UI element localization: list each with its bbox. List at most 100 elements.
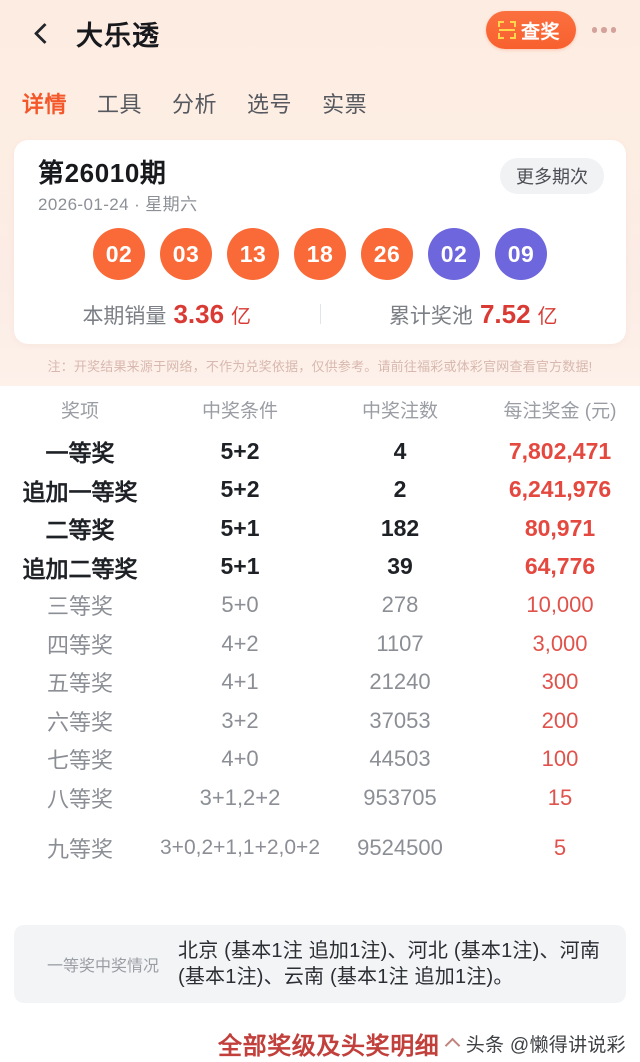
winners-text: 北京 (基本1注 追加1注)、河北 (基本1注)、河南 (基本1注)、云南 (基… (178, 939, 601, 988)
ball-red-2: 03 (160, 228, 212, 280)
cell-prize: 五等奖 (46, 671, 113, 697)
cell-amount: 5 (553, 835, 567, 860)
cell-cond: 5+2 (220, 437, 260, 464)
cell-count: 182 (380, 514, 420, 541)
winning-numbers: 02 03 13 18 26 02 09 (14, 228, 626, 280)
draw-stats: 本期销量 3.36 亿 累计奖池 7.52 亿 (14, 292, 626, 336)
cell-cond: 3+0,2+1,1+2,0+2 (160, 836, 320, 860)
cell-cond: 4+2 (221, 630, 259, 656)
cell-cond: 3+1,2+2 (199, 784, 281, 810)
prize-table-header: 奖项 中奖条件 中奖注数 每注奖金 (元) (0, 386, 640, 432)
cell-amount: 100 (541, 746, 579, 772)
cell-amount: 64,776 (524, 553, 596, 580)
cell-prize: 一等奖 (45, 440, 115, 467)
tab-picker[interactable]: 选号 (247, 92, 293, 117)
cell-cond: 5+2 (220, 476, 260, 503)
all-prize-levels-link[interactable]: 全部奖级及头奖明细 (218, 1026, 461, 1061)
cell-cond: 5+1 (220, 514, 260, 541)
watermark: 头条 @懒得讲说彩 (465, 1035, 626, 1056)
cell-amount: 10,000 (526, 592, 594, 618)
stat-sales-value: 3.36 (173, 298, 225, 329)
cell-count: 4 (393, 437, 407, 464)
cell-count: 2 (393, 476, 407, 503)
draw-result-card: 第26010期 2026-01-24 · 星期六 更多期次 02 03 13 1… (14, 140, 626, 344)
cell-count: 9524500 (357, 835, 443, 860)
cell-count: 278 (381, 592, 419, 618)
period-date: 2026-01-24 · 星期六 (38, 195, 198, 214)
ball-blue-1: 02 (428, 228, 480, 280)
cell-amount: 15 (547, 784, 573, 810)
footer-area: 全部奖级及头奖明细 头条 @懒得讲说彩 (0, 1022, 640, 1062)
stat-pool: 累计奖池 7.52 亿 (321, 299, 627, 330)
prize-table: 奖项 中奖条件 中奖注数 每注奖金 (元) 一等奖 5+2 4 7,802,47… (0, 386, 640, 879)
table-row: 三等奖 5+0 278 10,000 (0, 586, 640, 625)
navigation-bar: 大乐透 查奖 (0, 0, 640, 66)
cell-prize: 九等奖 (46, 837, 113, 862)
top-gradient-area: 大乐透 查奖 详情 工具 分析 选号 实票 第26010期 2026-01-24… (0, 0, 640, 386)
cell-prize: 三等奖 (46, 594, 113, 620)
table-row: 六等奖 3+2 37053 200 (0, 702, 640, 741)
all-prize-levels-label: 全部奖级及头奖明细 (218, 1033, 440, 1060)
cell-prize: 七等奖 (46, 748, 113, 774)
cell-prize: 二等奖 (45, 517, 115, 544)
stat-pool-unit: 亿 (537, 305, 558, 328)
table-row: 九等奖 3+0,2+1,1+2,0+2 9524500 5 (0, 817, 640, 879)
period-title: 第26010期 (38, 158, 167, 188)
tab-detail[interactable]: 详情 (22, 92, 68, 117)
cell-amount: 200 (541, 707, 579, 733)
cell-cond: 4+1 (221, 669, 259, 695)
check-prize-label: 查奖 (520, 21, 560, 43)
tab-tools[interactable]: 工具 (97, 92, 143, 117)
tab-analysis[interactable]: 分析 (172, 92, 218, 117)
first-prize-winners-box: 一等奖中奖情况 北京 (基本1注 追加1注)、河北 (基本1注)、河南 (基本1… (14, 925, 626, 1003)
stat-sales-label: 本期销量 (82, 304, 167, 328)
ball-red-1: 02 (93, 228, 145, 280)
table-row: 四等奖 4+2 1107 3,000 (0, 625, 640, 664)
cell-cond: 3+2 (221, 707, 259, 733)
col-header-count: 中奖注数 (361, 400, 438, 422)
more-periods-button[interactable]: 更多期次 (500, 158, 604, 194)
winners-label: 一等奖中奖情况 (46, 958, 159, 975)
cell-amount: 6,241,976 (508, 476, 612, 503)
stat-sales: 本期销量 3.36 亿 (14, 299, 320, 330)
col-header-prize: 奖项 (60, 400, 99, 422)
disclaimer-note: 注：开奖结果来源于网络，不作为兑奖依据，仅供参考。请前往福彩或体彩官网查看官方数… (47, 359, 593, 374)
cell-prize: 四等奖 (46, 632, 113, 658)
cell-prize: 追加一等奖 (22, 478, 138, 505)
cell-count: 1107 (376, 630, 424, 656)
stat-sales-unit: 亿 (231, 305, 252, 328)
col-header-cond: 中奖条件 (201, 400, 278, 422)
cell-amount: 300 (541, 669, 579, 695)
ball-red-3: 13 (227, 228, 279, 280)
cell-amount: 7,802,471 (508, 437, 612, 464)
ball-red-4: 18 (294, 228, 346, 280)
cell-cond: 4+0 (221, 746, 259, 772)
table-row: 一等奖 5+2 4 7,802,471 (0, 432, 640, 471)
cell-cond: 5+1 (220, 553, 260, 580)
table-row: 八等奖 3+1,2+2 953705 15 (0, 779, 640, 818)
prize-table-body: 一等奖 5+2 4 7,802,471 追加一等奖 5+2 2 6,241,97… (0, 432, 640, 879)
page-title: 大乐透 (76, 20, 160, 51)
cell-prize: 追加二等奖 (22, 555, 138, 582)
col-header-amount: 每注奖金 (元) (503, 400, 617, 422)
cell-prize: 六等奖 (46, 709, 113, 735)
table-row: 追加二等奖 5+1 39 64,776 (0, 548, 640, 587)
cell-amount: 80,971 (524, 514, 596, 541)
table-row: 七等奖 4+0 44503 100 (0, 740, 640, 779)
cell-count: 37053 (369, 707, 431, 733)
cell-amount: 3,000 (532, 630, 588, 656)
check-prize-button[interactable]: 查奖 (485, 11, 576, 49)
nav-right-actions: 查奖 (485, 11, 626, 49)
ball-red-5: 26 (361, 228, 413, 280)
more-dots-icon[interactable] (582, 11, 626, 49)
tab-tickets[interactable]: 实票 (322, 92, 368, 117)
cell-cond: 5+0 (221, 592, 259, 618)
cell-count: 953705 (363, 784, 437, 810)
chevron-left-icon (33, 22, 55, 44)
cell-count: 44503 (369, 746, 431, 772)
cell-count: 39 (387, 553, 413, 580)
stats-divider (319, 304, 321, 324)
back-button[interactable] (22, 11, 66, 55)
cell-count: 21240 (369, 669, 431, 695)
stat-pool-label: 累计奖池 (388, 304, 473, 328)
